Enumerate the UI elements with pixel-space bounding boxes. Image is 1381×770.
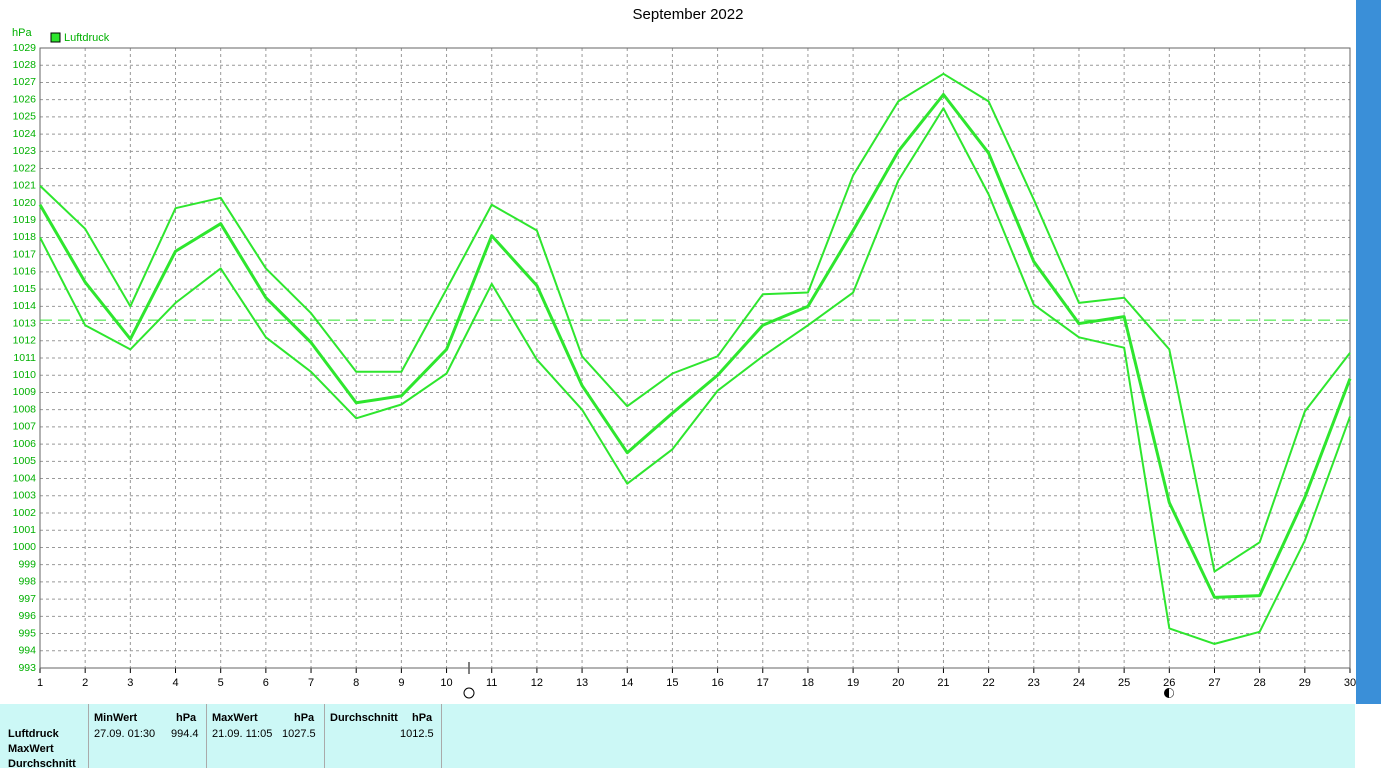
x-tick-label: 28: [1254, 677, 1266, 689]
x-tick-label: 27: [1208, 677, 1220, 689]
column-header: MinWert: [94, 712, 138, 724]
y-tick-label: 1003: [13, 490, 37, 502]
y-tick-label: 993: [18, 662, 36, 674]
y-tick-label: 1022: [13, 162, 37, 174]
x-tick-label: 10: [440, 677, 452, 689]
y-tick-label: 1020: [13, 197, 37, 209]
x-tick-label: 7: [308, 677, 314, 689]
y-tick-label: 1018: [13, 231, 37, 243]
x-tick-label: 18: [802, 677, 814, 689]
y-tick-label: 1021: [13, 180, 37, 192]
column-separator: [206, 704, 207, 768]
x-tick-label: 24: [1073, 677, 1085, 689]
y-tick-label: 1027: [13, 76, 37, 88]
x-tick-label: 30: [1344, 677, 1356, 689]
column-unit: hPa: [294, 712, 315, 724]
desktop-strip: [1356, 0, 1381, 704]
row-label: Durchschnitt: [8, 758, 76, 770]
max-time: 21.09. 11:05: [212, 728, 273, 740]
y-tick-label: 1013: [13, 317, 37, 329]
y-tick-label: 1006: [13, 438, 37, 450]
x-tick-label: 26: [1163, 677, 1175, 689]
x-tick-label: 13: [576, 677, 588, 689]
x-tick-label: 22: [982, 677, 994, 689]
legend-swatch: [50, 32, 61, 43]
y-tick-label: 1014: [13, 300, 37, 312]
summary-table: Luftdruck MaxWert Durchschnitt MinWert h…: [0, 704, 1355, 770]
column-unit: hPa: [176, 712, 197, 724]
y-tick-label: 1005: [13, 455, 37, 467]
avg-value: 1012.5: [400, 728, 434, 740]
y-tick-label: 1001: [13, 524, 37, 536]
y-tick-label: 1008: [13, 403, 37, 415]
column-header: Durchschnitt: [330, 712, 398, 724]
x-tick-label: 17: [757, 677, 769, 689]
legend-label: Luftdruck: [64, 32, 110, 44]
row-label: MaxWert: [8, 743, 54, 755]
y-tick-label: 996: [18, 610, 36, 622]
column-separator: [441, 704, 442, 768]
x-tick-label: 29: [1299, 677, 1311, 689]
x-tick-label: 16: [711, 677, 723, 689]
column-header: MaxWert: [212, 712, 258, 724]
y-tick-label: 1029: [13, 42, 37, 54]
x-tick-label: 8: [353, 677, 359, 689]
y-tick-label: 1028: [13, 59, 37, 71]
y-tick-label: 1004: [13, 472, 37, 484]
y-tick-label: 1023: [13, 145, 37, 157]
x-tick-label: 23: [1028, 677, 1040, 689]
y-tick-label: 1002: [13, 507, 37, 519]
y-tick-label: 1010: [13, 369, 37, 381]
y-tick-label: 1017: [13, 248, 37, 260]
moon-half: [1169, 688, 1174, 698]
x-tick-label: 2: [82, 677, 88, 689]
series-line: [38, 93, 1352, 599]
x-tick-label: 9: [398, 677, 404, 689]
x-tick-label: 3: [127, 677, 133, 689]
max-value: 1027.5: [282, 728, 316, 740]
series-line: [39, 107, 1351, 645]
y-tick-label: 995: [18, 627, 36, 639]
y-tick-label: 1019: [13, 214, 37, 226]
y-tick-label: 1026: [13, 93, 37, 105]
y-tick-label: 1009: [13, 386, 37, 398]
y-tick-label: 1012: [13, 335, 37, 347]
chart-title: September 2022: [633, 6, 744, 23]
column-separator: [324, 704, 325, 768]
x-tick-label: 6: [263, 677, 269, 689]
y-tick-label: 1000: [13, 541, 37, 553]
plot-frame: [39, 47, 1351, 669]
x-tick-label: 1: [37, 677, 43, 689]
y-tick-label: 1025: [13, 111, 37, 123]
y-tick-label: 1011: [13, 352, 36, 364]
x-tick-label: 25: [1118, 677, 1130, 689]
y-tick-label: 998: [18, 576, 36, 588]
x-tick-label: 20: [892, 677, 904, 689]
column-separator: [88, 704, 89, 768]
y-tick-label: 1015: [13, 283, 37, 295]
x-tick-label: 11: [486, 677, 497, 689]
y-tick-label: 1007: [13, 421, 37, 433]
chart: September 2022 hPa Luftdruck 99399499599…: [12, 0, 1381, 704]
min-time: 27.09. 01:30: [94, 728, 156, 740]
x-tick-label: 14: [621, 677, 633, 689]
x-tick-label: 5: [218, 677, 224, 689]
x-tick-label: 15: [666, 677, 678, 689]
moon-new: [463, 687, 475, 699]
series-line: [39, 72, 1351, 573]
x-tick-label: 21: [937, 677, 949, 689]
x-tick-label: 4: [172, 677, 178, 689]
y-tick-label: 994: [18, 645, 36, 657]
x-tick-label: 19: [847, 677, 859, 689]
x-tick-label: 12: [531, 677, 543, 689]
y-tick-label: 997: [18, 593, 36, 605]
row-label: Luftdruck: [8, 728, 59, 740]
y-tick-label: 999: [18, 558, 36, 570]
min-value: 994.4: [171, 728, 199, 740]
column-unit: hPa: [412, 712, 433, 724]
y-tick-label: 1016: [13, 266, 37, 278]
y-tick-label: 1024: [13, 128, 37, 140]
y-axis-label: hPa: [12, 27, 32, 39]
